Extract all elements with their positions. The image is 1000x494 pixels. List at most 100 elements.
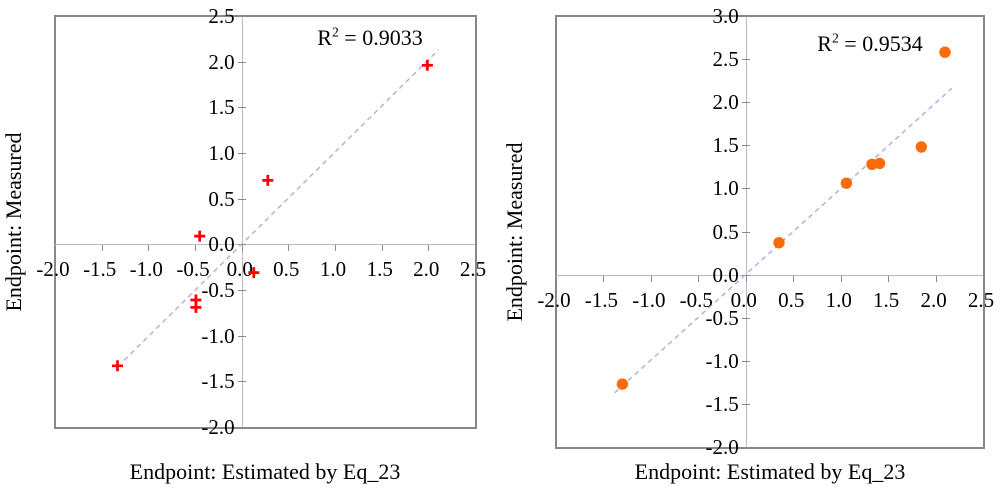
y-tick-mark bbox=[237, 107, 246, 109]
y-tick-label: 0.0 bbox=[712, 262, 739, 287]
x-tick-mark bbox=[475, 245, 476, 252]
x-tick-label: 2.5 bbox=[459, 257, 487, 282]
y-tick-mark bbox=[237, 290, 246, 291]
data-point-marker bbox=[773, 237, 785, 249]
x-tick-mark bbox=[556, 275, 557, 282]
r-squared-value: = 0.9534 bbox=[838, 31, 923, 56]
y-tick-label: 1.5 bbox=[712, 133, 739, 158]
y-tick-label: 2.0 bbox=[208, 49, 235, 74]
scatter-chart-right: R2 = 0.9534 Endpoint: Estimated by Eq_23… bbox=[500, 0, 1000, 494]
r-squared-base: R bbox=[817, 31, 832, 56]
x-tick-label: 1.0 bbox=[319, 257, 347, 282]
y-tick-label: 0.5 bbox=[712, 219, 739, 244]
y-tick-mark bbox=[741, 16, 750, 17]
y-tick-label: -1.0 bbox=[201, 323, 235, 348]
data-point-marker bbox=[939, 46, 951, 58]
y-tick-label: 2.5 bbox=[712, 47, 739, 72]
scatter-chart-left: R2 = 0.9033 Endpoint: Estimated by Eq_23… bbox=[1, 4, 486, 484]
data-point-marker bbox=[915, 141, 927, 153]
x-tick-label: 0.5 bbox=[273, 257, 300, 282]
x-tick-label: 2.0 bbox=[413, 257, 440, 282]
y-tick-mark bbox=[237, 427, 246, 428]
x-tick-mark bbox=[195, 245, 196, 252]
y-tick-label: -2.0 bbox=[201, 415, 235, 439]
x-tick-label: 0.0 bbox=[730, 287, 757, 312]
x-axis-title: Endpoint: Estimated by Eq_23 bbox=[634, 459, 906, 484]
y-tick-mark bbox=[741, 360, 750, 362]
x-tick-mark bbox=[381, 245, 383, 252]
y-tick-label: 2.5 bbox=[208, 4, 235, 28]
y-tick-label: -0.5 bbox=[201, 278, 235, 302]
y-tick-mark bbox=[741, 188, 750, 190]
x-tick-mark bbox=[983, 275, 984, 282]
y-tick-label: 1.0 bbox=[712, 176, 739, 201]
trend-line bbox=[123, 49, 440, 361]
x-axis-line bbox=[556, 274, 983, 276]
x-axis-title: Endpoint: Estimated by Eq_23 bbox=[129, 459, 401, 484]
y-tick-mark bbox=[741, 231, 750, 233]
y-tick-mark bbox=[741, 59, 750, 61]
data-point-marker bbox=[194, 230, 206, 242]
y-tick-label: -1.0 bbox=[705, 348, 739, 373]
x-tick-mark bbox=[148, 245, 150, 252]
data-point-marker bbox=[616, 378, 629, 390]
y-tick-label: 0.0 bbox=[208, 232, 235, 257]
plot-canvas bbox=[112, 49, 440, 372]
x-tick-mark bbox=[428, 245, 430, 252]
x-tick-label: 0.5 bbox=[778, 287, 805, 312]
x-axis-line bbox=[55, 244, 475, 246]
r-squared-annotation: R2 = 0.9534 bbox=[817, 31, 922, 57]
data-point-marker bbox=[262, 174, 274, 186]
y-tick-mark bbox=[237, 16, 246, 17]
y-tick-mark bbox=[741, 145, 750, 147]
y-tick-label: -0.5 bbox=[705, 305, 739, 330]
x-tick-label: 2.5 bbox=[967, 287, 995, 312]
x-tick-mark bbox=[745, 275, 747, 282]
plot-canvas bbox=[614, 46, 953, 394]
x-tick-mark bbox=[840, 275, 842, 282]
y-axis-line bbox=[241, 16, 243, 427]
y-tick-label: 0.5 bbox=[208, 186, 235, 211]
r-squared-annotation: R2 = 0.9033 bbox=[317, 25, 422, 51]
y-tick-mark bbox=[741, 102, 750, 104]
data-point-marker bbox=[840, 177, 853, 189]
x-tick-mark bbox=[101, 245, 103, 252]
data-point-marker bbox=[248, 267, 260, 279]
data-point-marker bbox=[873, 157, 886, 170]
x-tick-mark bbox=[335, 245, 336, 252]
y-tick-label: 1.5 bbox=[208, 95, 235, 120]
x-tick-label: -1.5 bbox=[83, 257, 117, 282]
y-tick-mark bbox=[741, 447, 750, 448]
y-tick-label: -1.5 bbox=[201, 369, 235, 394]
data-point-marker bbox=[190, 294, 202, 306]
x-tick-mark bbox=[793, 275, 795, 282]
x-tick-label: 1.0 bbox=[825, 287, 852, 312]
r-squared-exponent: 2 bbox=[331, 24, 339, 40]
r-squared-exponent: 2 bbox=[831, 30, 839, 46]
x-tick-label: -1.5 bbox=[584, 287, 619, 312]
x-tick-label: 1.5 bbox=[366, 257, 393, 282]
r-squared-value: = 0.9033 bbox=[338, 25, 423, 50]
y-tick-label: 1.0 bbox=[208, 141, 235, 165]
x-tick-label: 2.0 bbox=[920, 287, 947, 312]
x-tick-mark bbox=[55, 245, 56, 252]
y-tick-label: 3.0 bbox=[712, 4, 739, 28]
x-tick-label: -2.0 bbox=[537, 287, 571, 312]
y-tick-mark bbox=[741, 403, 750, 405]
x-tick-label: -0.5 bbox=[176, 257, 210, 282]
x-tick-label: -2.0 bbox=[36, 257, 70, 282]
data-point-marker bbox=[112, 360, 123, 372]
plot-border bbox=[54, 15, 477, 429]
y-tick-mark bbox=[741, 274, 750, 276]
y-tick-mark bbox=[237, 61, 246, 63]
y-tick-label: -2.0 bbox=[705, 435, 739, 459]
data-point-marker bbox=[421, 59, 433, 71]
x-tick-mark bbox=[935, 275, 937, 282]
x-tick-mark bbox=[888, 275, 890, 282]
x-tick-label: 0.0 bbox=[226, 257, 253, 282]
y-tick-mark bbox=[237, 198, 246, 200]
y-tick-mark bbox=[237, 335, 246, 337]
y-tick-mark bbox=[741, 317, 750, 319]
x-tick-label: 1.5 bbox=[872, 287, 900, 312]
